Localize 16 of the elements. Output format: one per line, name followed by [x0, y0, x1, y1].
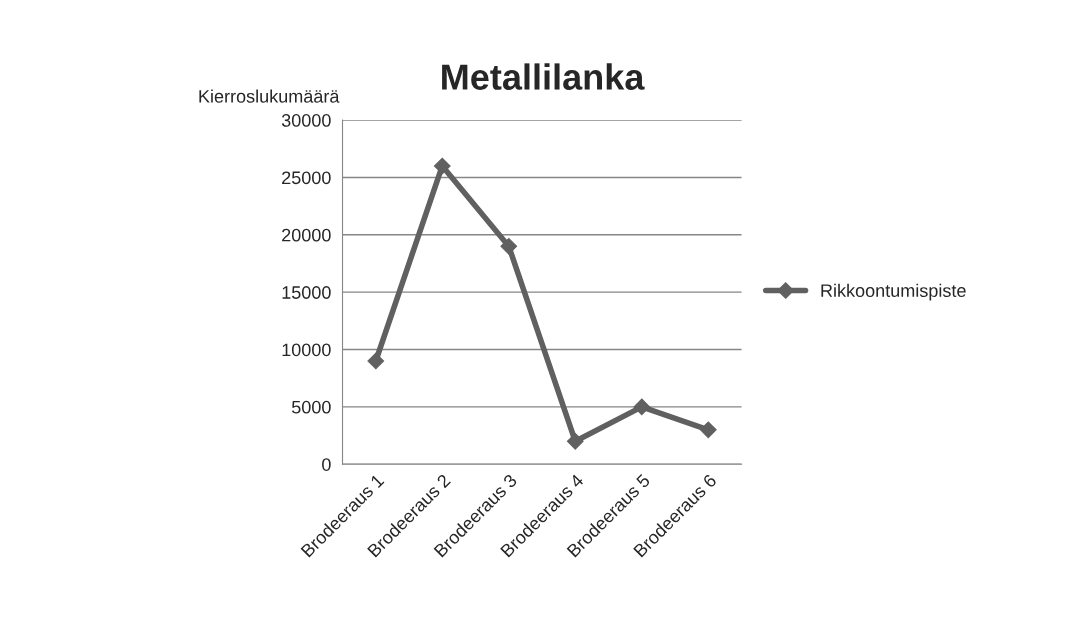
y-tick-label: 25000	[282, 171, 331, 185]
point	[633, 398, 651, 416]
chart-title: Metallilanka	[442, 63, 645, 90]
point	[367, 352, 385, 370]
y-tick-label: 10000	[282, 343, 331, 357]
y-tick-label: 15000	[282, 286, 331, 299]
y-axis-title: Kierroslukumäärä	[199, 89, 340, 103]
y-tick-label: 0	[322, 458, 331, 471]
point	[699, 421, 717, 439]
legend-label: Rikkoontumispiste	[821, 283, 966, 301]
y-tick-label: 20000	[282, 228, 331, 242]
y-tick-label: 30000	[281, 114, 331, 127]
point	[566, 432, 584, 450]
y-tick-label: 5000	[291, 400, 331, 414]
point	[500, 237, 518, 255]
point	[433, 157, 451, 175]
